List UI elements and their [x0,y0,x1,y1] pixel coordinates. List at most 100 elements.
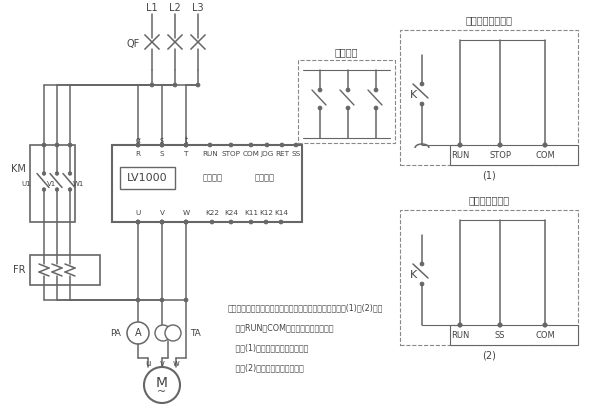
Text: S: S [160,151,164,157]
Text: KM: KM [11,164,26,173]
Bar [30,255,100,285]
Text: RUN: RUN [451,150,469,159]
Circle shape [68,188,72,191]
Bar [112,145,302,222]
Text: L1: L1 [146,3,158,13]
Text: RUN: RUN [451,330,469,339]
Circle shape [543,323,547,327]
Circle shape [318,88,322,92]
Text: (1): (1) [482,170,496,180]
Text: U: U [136,210,140,216]
Circle shape [150,83,154,87]
Circle shape [458,143,462,147]
Circle shape [498,323,502,327]
Text: JOG: JOG [260,151,274,157]
Text: QF: QF [127,39,140,49]
Text: STOP: STOP [221,151,241,157]
Circle shape [155,325,171,341]
Circle shape [136,220,140,224]
Text: K12: K12 [259,210,273,216]
Circle shape [210,220,214,224]
Text: 旁路控制: 旁路控制 [203,173,223,183]
Circle shape [229,143,233,147]
Circle shape [280,143,284,147]
Circle shape [318,106,322,110]
Circle shape [184,298,188,302]
Text: 利用RUN和COM的闭合和断开来控制；: 利用RUN和COM的闭合和断开来控制； [228,323,334,332]
Text: K: K [410,270,417,280]
Text: A: A [134,328,142,338]
Text: COM: COM [535,150,555,159]
Text: R: R [136,151,140,157]
Text: W: W [182,210,190,216]
Text: STOP: STOP [489,150,511,159]
Circle shape [184,220,188,224]
Circle shape [55,188,59,191]
Text: ~: ~ [157,387,167,397]
Circle shape [374,88,378,92]
Text: s: s [160,136,164,145]
Text: K11: K11 [244,210,258,216]
Text: 二线控制自由停车: 二线控制自由停车 [466,15,512,25]
Text: α: α [136,136,140,145]
Text: 按图(1)接线，停车为自由停车。: 按图(1)接线，停车为自由停车。 [228,344,308,353]
Circle shape [264,220,268,224]
Circle shape [294,143,298,147]
Text: V1: V1 [47,180,56,187]
Text: w: w [173,358,179,368]
Circle shape [196,83,200,87]
Circle shape [420,262,424,266]
Bar [298,60,395,143]
Text: 注：软起动器的外控起动、停止也可以用二线控制《见图(1)和(2)》。: 注：软起动器的外控起动、停止也可以用二线控制《见图(1)和(2)》。 [228,304,383,312]
Text: SS: SS [292,151,301,157]
Circle shape [184,143,188,147]
Circle shape [68,143,72,147]
Text: 二线控制软停车: 二线控制软停车 [469,195,509,205]
Circle shape [420,102,424,106]
Circle shape [374,106,378,110]
Text: K22: K22 [205,210,219,216]
Circle shape [346,106,350,110]
Circle shape [144,367,180,403]
Circle shape [249,143,253,147]
Text: V: V [160,210,164,216]
Circle shape [160,143,164,147]
Bar [450,145,578,165]
Text: K: K [410,90,417,100]
Circle shape [165,325,181,341]
Text: 三线控制: 三线控制 [335,47,358,57]
Bar [400,210,578,345]
Text: FR: FR [14,265,26,275]
Circle shape [173,83,177,87]
Circle shape [42,188,46,191]
Circle shape [249,220,253,224]
Circle shape [543,143,547,147]
Circle shape [184,143,188,147]
Text: v: v [160,358,164,368]
Text: T: T [184,151,188,157]
Bar [120,167,175,189]
Text: 按图(2)接线，停车为软停车。: 按图(2)接线，停车为软停车。 [228,363,304,372]
Text: W1: W1 [73,180,83,187]
Circle shape [136,143,140,147]
Text: t: t [184,136,188,145]
Circle shape [265,143,269,147]
Text: PA: PA [110,328,121,337]
Circle shape [68,172,72,175]
Circle shape [160,220,164,224]
Text: L2: L2 [169,3,181,13]
Circle shape [136,220,140,224]
Circle shape [55,172,59,175]
Circle shape [127,322,149,344]
Text: TA: TA [190,328,201,337]
Text: 故障输出: 故障输出 [255,173,275,183]
Text: L3: L3 [192,3,204,13]
Text: U1: U1 [21,180,31,187]
Bar [450,325,578,345]
Text: (2): (2) [482,350,496,360]
Circle shape [184,220,188,224]
Text: M: M [156,376,168,390]
Circle shape [498,143,502,147]
Bar [400,30,578,165]
Circle shape [160,298,164,302]
